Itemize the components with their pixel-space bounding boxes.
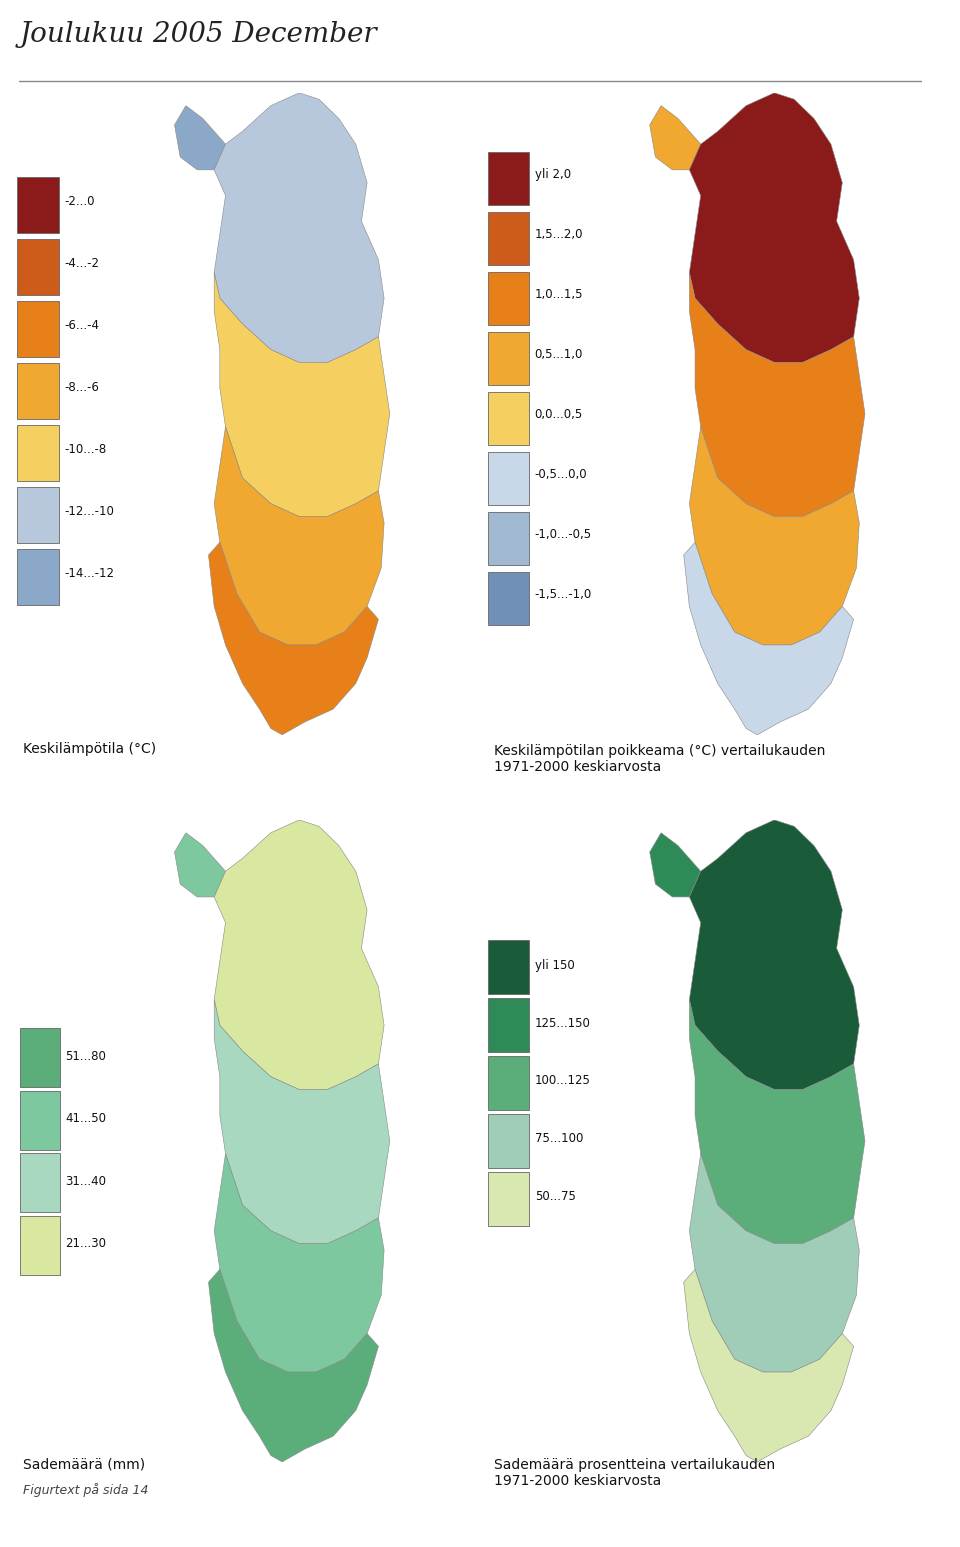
Text: Keskilämpötila (°C): Keskilämpötila (°C): [23, 741, 156, 756]
Text: -8...-6: -8...-6: [64, 381, 99, 394]
Bar: [17, 238, 59, 295]
Bar: [20, 1029, 60, 1088]
Polygon shape: [689, 427, 859, 645]
Bar: [488, 152, 530, 204]
Text: 125...150: 125...150: [535, 1016, 590, 1030]
Polygon shape: [689, 272, 865, 517]
Bar: [488, 1171, 530, 1225]
Polygon shape: [689, 820, 859, 1089]
Polygon shape: [214, 1154, 384, 1372]
Text: -4...-2: -4...-2: [64, 257, 99, 271]
Text: 0,5...1,0: 0,5...1,0: [535, 348, 583, 362]
Polygon shape: [214, 820, 384, 1089]
Text: 1,0...1,5: 1,0...1,5: [535, 288, 583, 302]
Bar: [17, 364, 59, 419]
Text: Joulukuu 2005 December: Joulukuu 2005 December: [19, 22, 377, 48]
Polygon shape: [175, 832, 226, 897]
Bar: [488, 331, 530, 385]
Bar: [488, 512, 530, 565]
Bar: [20, 1216, 60, 1275]
Bar: [20, 1091, 60, 1149]
Text: -0,5...0,0: -0,5...0,0: [535, 469, 588, 481]
Polygon shape: [214, 427, 384, 645]
Bar: [488, 452, 530, 504]
Text: Sademäärä prosentteina vertailukauden
1971-2000 keskiarvosta: Sademäärä prosentteina vertailukauden 19…: [493, 1457, 775, 1488]
Polygon shape: [650, 105, 701, 170]
Bar: [17, 300, 59, 357]
Bar: [20, 1154, 60, 1213]
Text: -14...-12: -14...-12: [64, 568, 114, 580]
Text: 41...50: 41...50: [65, 1112, 107, 1125]
Bar: [17, 487, 59, 543]
Polygon shape: [175, 105, 226, 170]
Text: -2...0: -2...0: [64, 195, 95, 209]
Bar: [488, 272, 530, 325]
Text: -1,0...-0,5: -1,0...-0,5: [535, 528, 591, 541]
Polygon shape: [689, 93, 859, 362]
Text: 0,0...0,5: 0,0...0,5: [535, 408, 583, 421]
Polygon shape: [650, 832, 701, 897]
Bar: [17, 549, 59, 605]
Bar: [17, 425, 59, 481]
Text: Figurtext på sida 14: Figurtext på sida 14: [23, 1484, 149, 1497]
Text: Sademäärä (mm): Sademäärä (mm): [23, 1457, 145, 1471]
Text: -1,5...-1,0: -1,5...-1,0: [535, 588, 592, 602]
Bar: [488, 1114, 530, 1168]
Polygon shape: [214, 93, 384, 362]
Polygon shape: [214, 272, 390, 517]
Text: Keskilämpötilan poikkeama (°C) vertailukauden
1971-2000 keskiarvosta: Keskilämpötilan poikkeama (°C) vertailuk…: [493, 744, 825, 774]
Text: 100...125: 100...125: [535, 1075, 590, 1088]
Text: 51...80: 51...80: [65, 1049, 107, 1063]
Text: 50...75: 50...75: [535, 1190, 576, 1204]
Text: 1,5...2,0: 1,5...2,0: [535, 229, 583, 241]
Text: 75...100: 75...100: [535, 1132, 583, 1145]
Polygon shape: [684, 1269, 853, 1462]
Text: 21...30: 21...30: [65, 1238, 107, 1250]
Polygon shape: [689, 1154, 859, 1372]
Polygon shape: [208, 543, 378, 735]
Bar: [488, 1057, 530, 1109]
Polygon shape: [214, 999, 390, 1244]
Bar: [488, 941, 530, 995]
Polygon shape: [689, 999, 865, 1244]
Polygon shape: [208, 1269, 378, 1462]
Bar: [488, 571, 530, 625]
Polygon shape: [684, 543, 853, 735]
Text: -10...-8: -10...-8: [64, 442, 107, 456]
Text: yli 2,0: yli 2,0: [535, 169, 571, 181]
Text: 31...40: 31...40: [65, 1174, 107, 1188]
Bar: [488, 998, 530, 1052]
Text: -12...-10: -12...-10: [64, 506, 114, 518]
Bar: [488, 212, 530, 265]
Bar: [488, 391, 530, 444]
Text: yli 150: yli 150: [535, 959, 574, 972]
Bar: [17, 176, 59, 232]
Text: -6...-4: -6...-4: [64, 319, 99, 333]
